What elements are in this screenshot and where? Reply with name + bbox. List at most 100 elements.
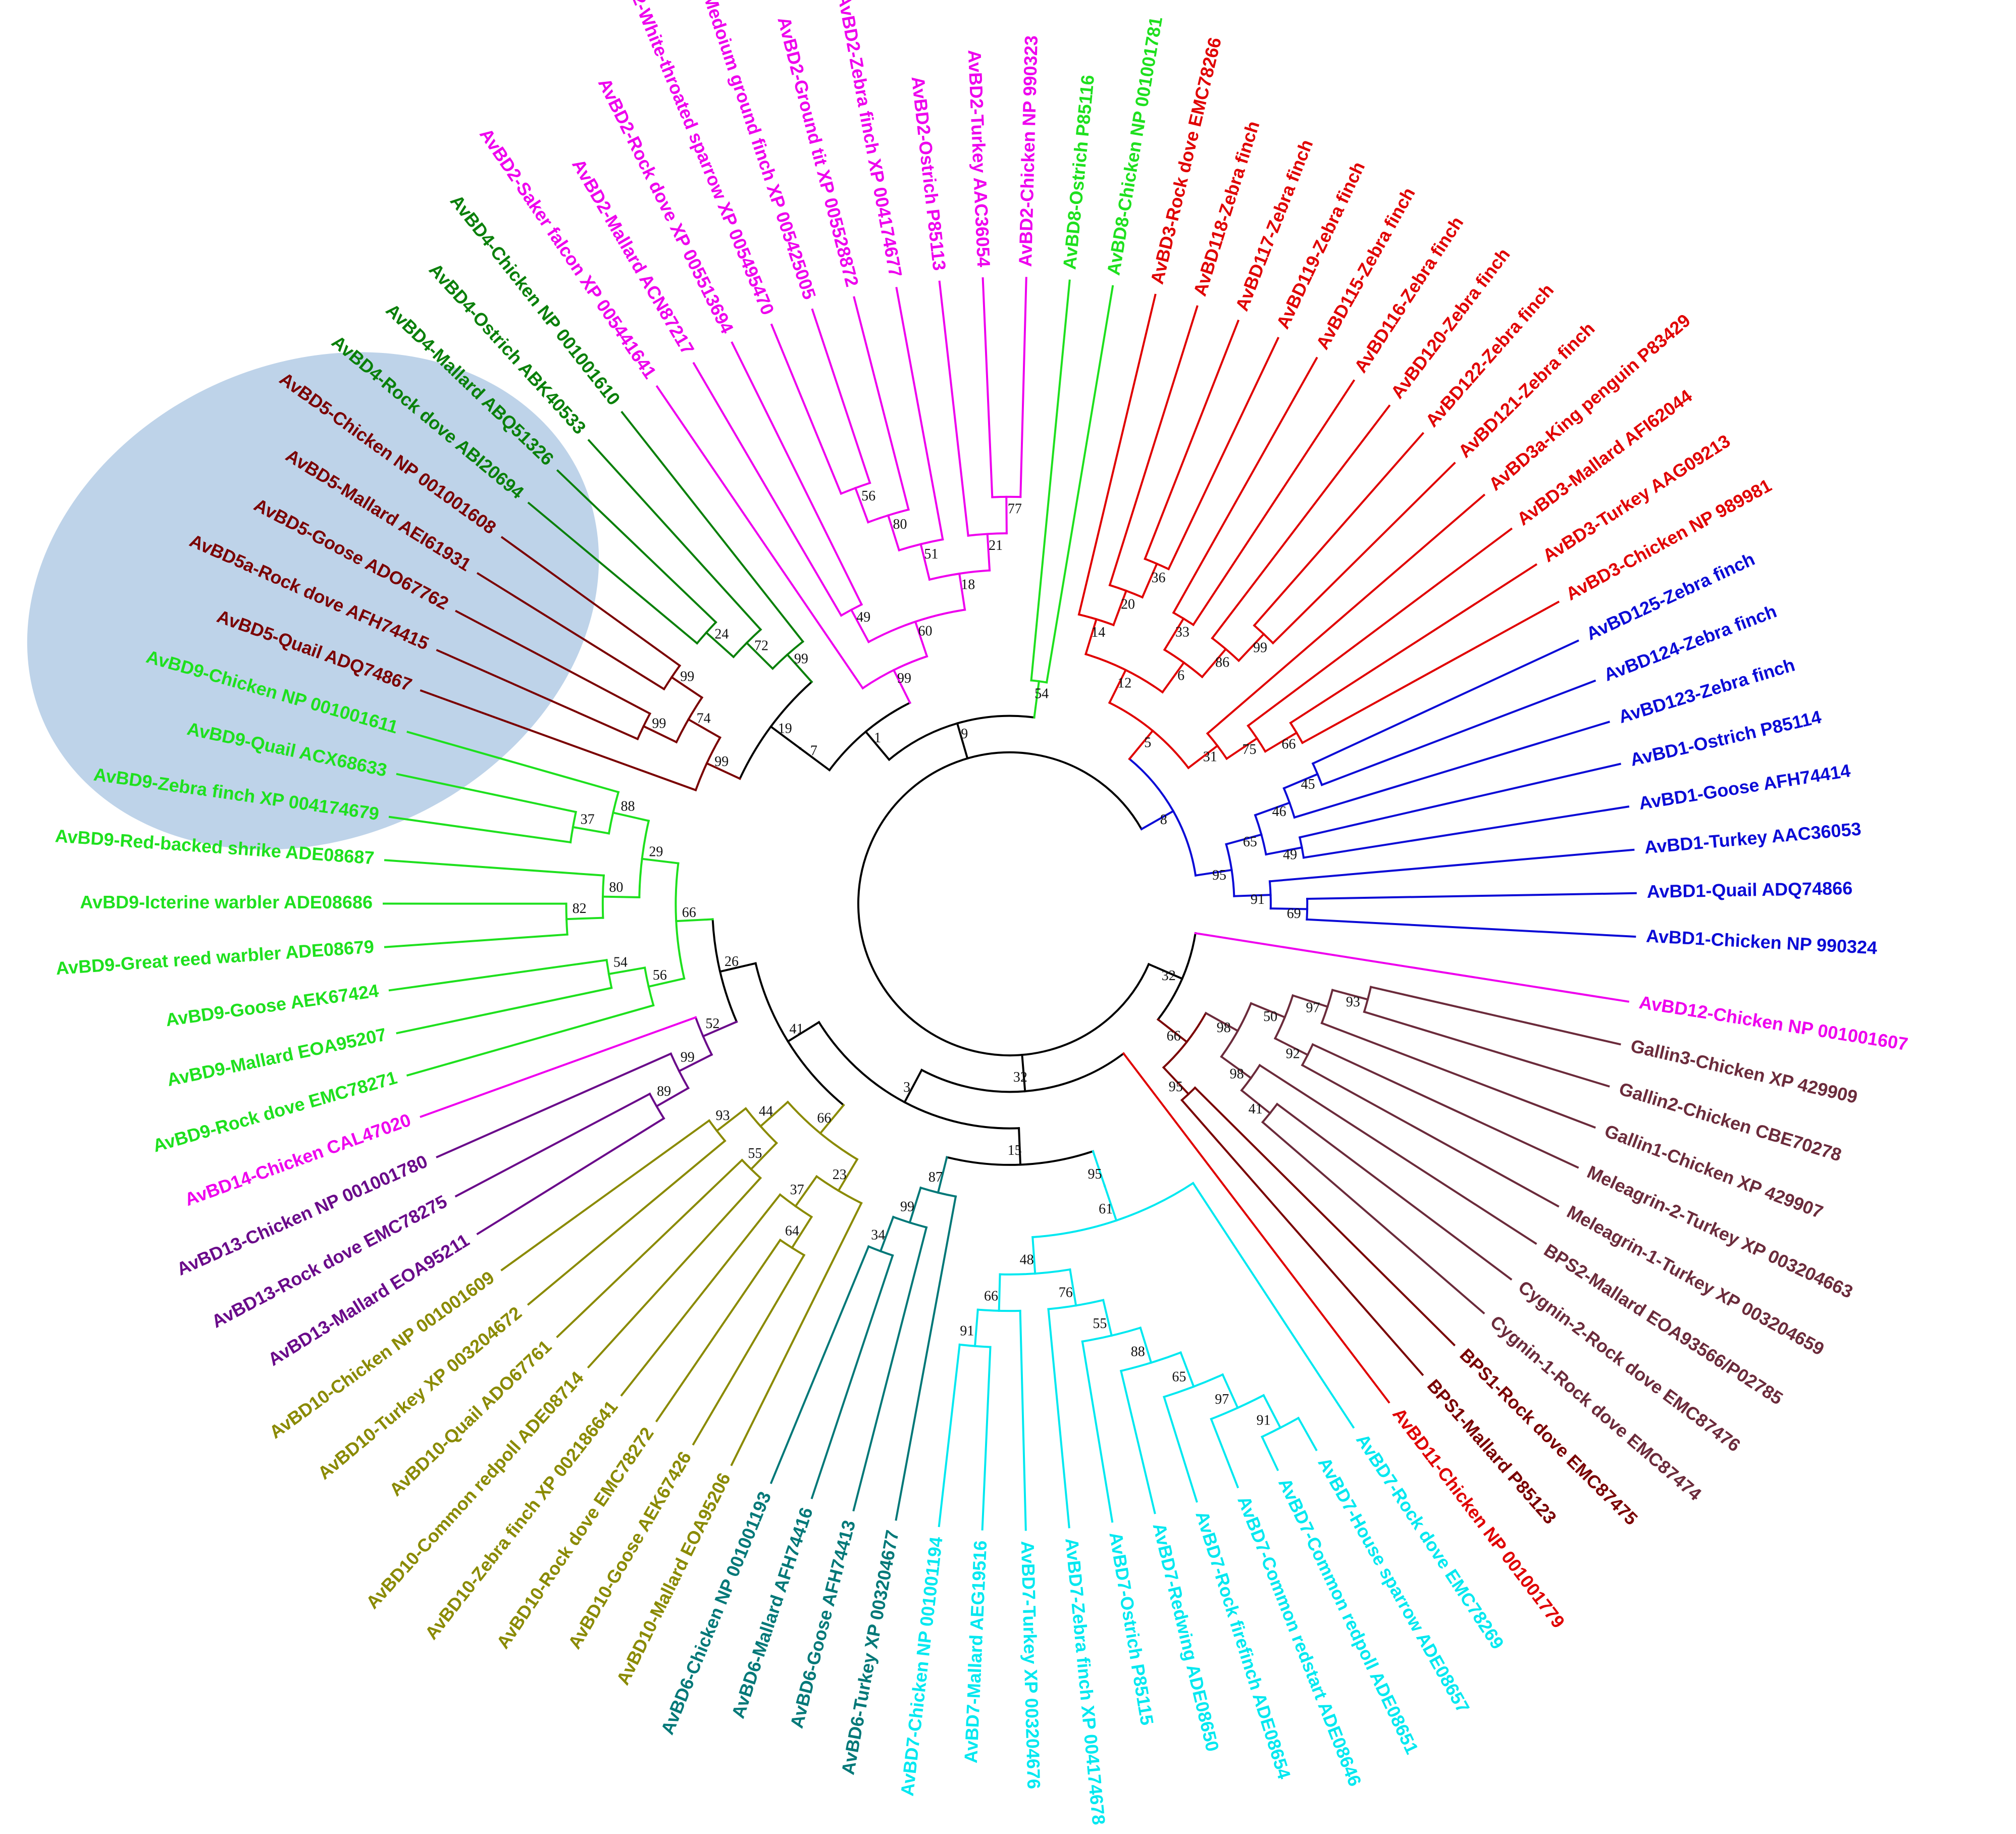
branch-segment [938, 1343, 961, 1527]
branch-arc [1077, 613, 1115, 627]
branch-segment [396, 987, 613, 1035]
branch-segment [670, 676, 704, 699]
branch-segment [749, 1141, 778, 1171]
branch-segment [1210, 1417, 1239, 1489]
bootstrap-value: 37 [790, 1182, 804, 1198]
bootstrap-value: 99 [900, 1199, 914, 1215]
bootstrap-value: 86 [1215, 654, 1229, 670]
branch-segment [852, 1226, 928, 1512]
bootstrap-value: 54 [1035, 686, 1049, 702]
branch-segment [678, 1053, 713, 1073]
leaf-label: AvBD9-Great reed warbler ADE08679 [55, 936, 375, 979]
branch-segment [1369, 986, 1621, 1046]
branch-segment [436, 649, 639, 741]
branch-segment [1253, 432, 1425, 627]
branch-arc [1273, 994, 1295, 1040]
leaf-label-layer: AvBD1-Chicken NP 990324 AvBD1-Quail ADQ74… [55, 0, 1909, 1826]
branch-segment [406, 1004, 655, 1077]
branch-segment [1204, 1011, 1239, 1033]
branch-arc [786, 1100, 859, 1161]
branch-segment [655, 385, 864, 690]
branch-arc [1163, 1373, 1224, 1398]
branch-segment [1261, 1120, 1485, 1315]
branch-segment [914, 620, 928, 658]
branch-arc [1220, 1002, 1253, 1058]
branch-segment [556, 469, 717, 624]
branch-segment [611, 811, 650, 822]
branch-segment [1268, 848, 1635, 883]
bootstrap-value: 15 [1008, 1143, 1022, 1158]
ovodefensin-highlight-ellipse [27, 352, 599, 850]
branch-arc [1156, 932, 1197, 1021]
branch-arc [638, 820, 650, 899]
branch-arc [1031, 1182, 1195, 1239]
branch-segment [454, 1092, 651, 1198]
branch-segment [1311, 639, 1579, 765]
leaf-label: AvBD2-Chicken NP 990323 [1015, 35, 1042, 267]
bootstrap-value: 44 [759, 1104, 773, 1119]
branch-segment [1172, 356, 1318, 615]
bootstrap-value: 93 [715, 1108, 730, 1124]
bootstrap-value: 49 [1283, 847, 1297, 862]
branch-segment [641, 857, 680, 864]
branch-segment [1194, 869, 1233, 877]
bootstrap-value: 56 [653, 967, 667, 983]
branch-arc [892, 1215, 928, 1229]
branch-arc [817, 1021, 1020, 1130]
bootstrap-value: 75 [1243, 742, 1257, 757]
leaf-label: AvBD1-Chicken NP 990324 [1645, 926, 1878, 958]
branch-arc [1162, 1011, 1208, 1069]
branch-segment [799, 747, 831, 772]
branch-segment [1301, 600, 1560, 744]
branch-segment [388, 816, 572, 844]
branch-arc [867, 1245, 894, 1257]
branch-segment [981, 1346, 992, 1531]
bootstrap-value: 87 [928, 1169, 943, 1185]
branch-arc [779, 1193, 813, 1218]
branch-segment [938, 280, 969, 537]
bootstrap-value: 97 [1215, 1392, 1229, 1407]
branch-segment [388, 959, 608, 992]
branch-arc [1081, 1326, 1142, 1343]
bootstrap-value: 1 [874, 730, 881, 746]
branch-segment [731, 341, 863, 606]
branch-segment [718, 962, 757, 973]
branch-segment [1081, 1340, 1114, 1523]
branch-segment [572, 826, 610, 835]
branch-arc [636, 712, 652, 741]
bootstrap-value: 66 [1167, 1029, 1181, 1044]
branch-segment [1194, 1086, 1456, 1347]
branch-segment [895, 287, 944, 541]
branch-segment [1291, 994, 1329, 1008]
branch-arc [999, 1268, 1071, 1276]
branch-segment [1298, 762, 1622, 839]
branch-segment [420, 1016, 697, 1118]
branch-segment [958, 572, 966, 611]
branch-segment [1302, 805, 1630, 859]
branch-segment [786, 1021, 820, 1043]
bootstrap-value: 9 [961, 726, 968, 742]
branch-segment [1161, 661, 1185, 694]
branch-segment [1311, 1043, 1579, 1169]
leaf-label: AvBD7-Ostrich P85115 [1105, 1531, 1158, 1726]
leaf-label: AvBD1-Goose AFH74414 [1637, 760, 1852, 813]
branch-arc [1030, 679, 1048, 684]
branch-segment [607, 966, 646, 976]
branch-segment [998, 1273, 1001, 1312]
branch-segment [854, 486, 870, 524]
branch-arc [1128, 757, 1197, 877]
branch-segment [908, 1186, 922, 1224]
branch-segment [621, 411, 805, 643]
leaf-label: AvBD13-Chicken NP 001001780 [174, 1151, 431, 1280]
bootstrap-value: 80 [609, 880, 623, 895]
branch-segment [436, 1052, 673, 1158]
branch-segment [919, 543, 931, 581]
bootstrap-value: 66 [1282, 736, 1296, 752]
bootstrap-value: 37 [581, 811, 595, 827]
branch-arc [601, 874, 605, 919]
branch-arc [1268, 880, 1272, 910]
bootstrap-value: 95 [1088, 1166, 1102, 1182]
branch-arc [945, 1150, 1095, 1166]
bootstrap-value: 45 [1301, 777, 1315, 792]
